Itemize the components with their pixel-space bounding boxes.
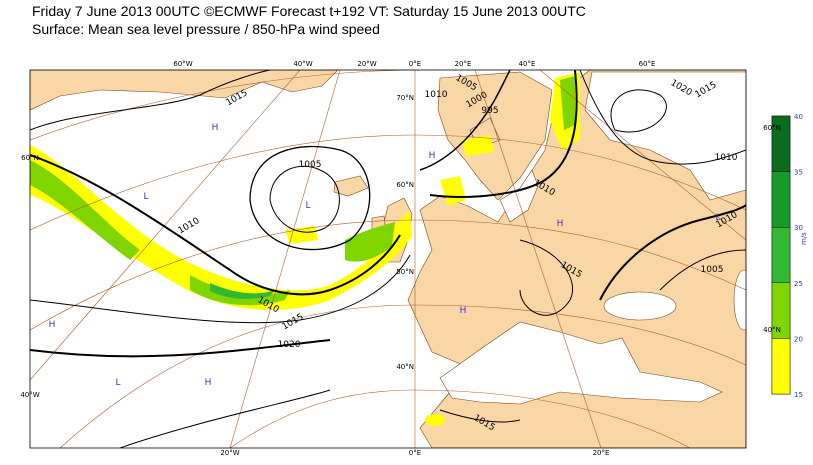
graticule-label: 60°N	[763, 124, 781, 132]
colorbar-tick: 30	[794, 224, 803, 232]
colorbar-band	[771, 171, 791, 228]
graticule-label: 0°E	[409, 449, 421, 457]
colorbar-tick: 40	[794, 113, 803, 121]
graticule-label: 70°N	[396, 94, 414, 102]
graticule-label: 20°E	[593, 449, 610, 457]
colorbar-band	[771, 115, 791, 172]
graticule-label: 20°W	[357, 60, 376, 68]
pressure-center: H	[49, 320, 56, 330]
isobar-label: 1010	[425, 90, 448, 100]
graticule-label: 40°E	[519, 60, 536, 68]
isobar-label: 1005	[701, 265, 724, 275]
colorbar-band	[771, 338, 791, 395]
isobar-label: 995	[481, 106, 498, 116]
isobar-label: 1020	[278, 340, 301, 350]
graticule-label: 60°N	[396, 181, 414, 189]
isobar-label: 1010	[715, 153, 738, 163]
graticule-label: 40°N	[763, 326, 781, 334]
graticule-label: 60°N	[21, 154, 39, 162]
graticule-label: 40°N	[396, 363, 414, 371]
pressure-center: L	[305, 201, 310, 211]
graticule-lines	[30, 70, 746, 448]
pressure-center: L	[715, 213, 720, 223]
pressure-center: H	[460, 306, 467, 316]
colorbar-tick: 25	[794, 280, 803, 288]
graticule-label: 40°W	[20, 391, 39, 399]
isobars	[30, 70, 746, 448]
inland-seas	[439, 71, 746, 405]
graticule-label: 50°N	[396, 268, 414, 276]
graticule-label: 60°W	[173, 60, 192, 68]
graticule-label: 40°W	[293, 60, 312, 68]
graticule-label: 0°E	[409, 60, 421, 68]
map-frame	[29, 69, 747, 449]
colorbar-band	[771, 226, 791, 283]
pressure-center: H	[429, 151, 436, 161]
graticule-label: 20°E	[455, 60, 472, 68]
pressure-center: H	[205, 378, 212, 388]
pressure-center: H	[212, 123, 219, 133]
colorbar-tick: 20	[794, 335, 803, 343]
pressure-center: L	[115, 378, 120, 388]
graticule-label: 20°W	[220, 449, 239, 457]
pressure-center: L	[143, 192, 148, 202]
pressure-center: H	[557, 219, 564, 229]
map-body	[30, 70, 746, 448]
isobar-label: 1005	[299, 160, 322, 170]
colorbar-tick: 15	[794, 391, 803, 399]
title: Friday 7 June 2013 00UTC ©ECMWF Forecast…	[32, 3, 586, 19]
graticule-label: 60°E	[639, 60, 656, 68]
colorbar-unit: m/s	[800, 232, 808, 245]
colorbar-tick: 35	[794, 169, 803, 177]
subtitle: Surface: Mean sea level pressure / 850-h…	[32, 21, 380, 37]
wind-shading	[30, 72, 580, 426]
